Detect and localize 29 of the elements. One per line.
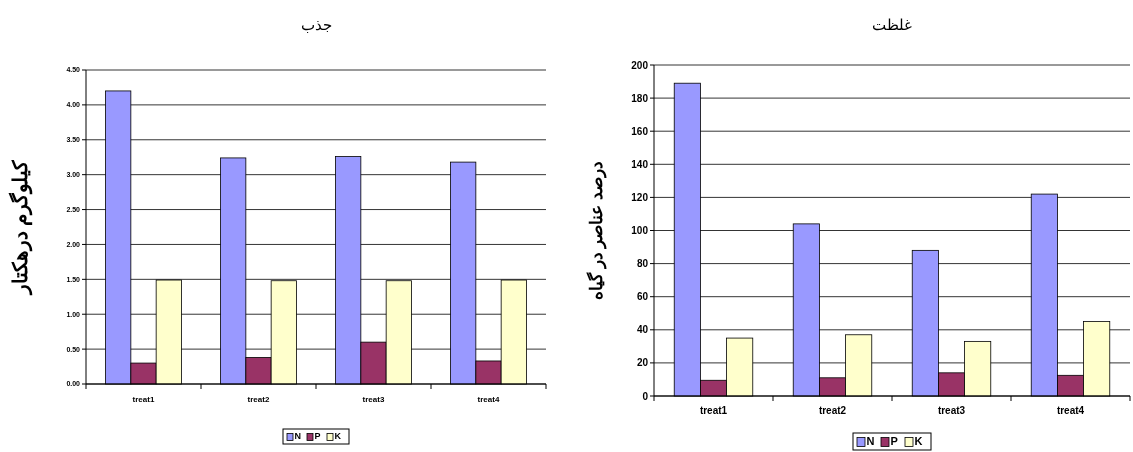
- x-tick-label: treat4: [477, 395, 500, 404]
- x-tick-label: treat3: [937, 405, 966, 416]
- x-tick-label: treat1: [699, 405, 728, 416]
- legend-label: P: [890, 435, 898, 447]
- y-tick-label: 60: [636, 291, 649, 303]
- chart-title: غلظت: [872, 16, 912, 33]
- legend-label: P: [314, 431, 321, 441]
- chart-title: جذب: [300, 16, 332, 33]
- y-axis-title: کیلوگرم درهکتار: [8, 159, 34, 297]
- x-tick-label: treat3: [362, 395, 385, 404]
- y-tick-label: 180: [631, 92, 649, 104]
- y-tick-label: 20: [636, 357, 649, 369]
- legend-label: K: [334, 431, 342, 441]
- y-tick-label: 140: [631, 158, 649, 170]
- y-tick-label: 120: [631, 191, 649, 203]
- x-tick-label: treat2: [247, 395, 270, 404]
- y-tick-label: 80: [636, 258, 649, 270]
- y-tick-label: 40: [636, 324, 649, 336]
- x-tick-label: treat4: [1056, 405, 1085, 416]
- y-tick-label: 160: [631, 125, 649, 137]
- y-tick-label: 100: [631, 225, 649, 236]
- y-axis-title: درصد عناصر در گیاه: [586, 160, 608, 301]
- y-tick-label: 0: [642, 390, 649, 402]
- legend-label: N: [294, 431, 301, 441]
- x-tick-label: treat1: [132, 395, 155, 404]
- x-tick-label: treat2: [818, 405, 847, 416]
- y-tick-label: 200: [631, 59, 649, 71]
- legend-label: K: [914, 435, 923, 447]
- legend-label: N: [866, 435, 875, 447]
